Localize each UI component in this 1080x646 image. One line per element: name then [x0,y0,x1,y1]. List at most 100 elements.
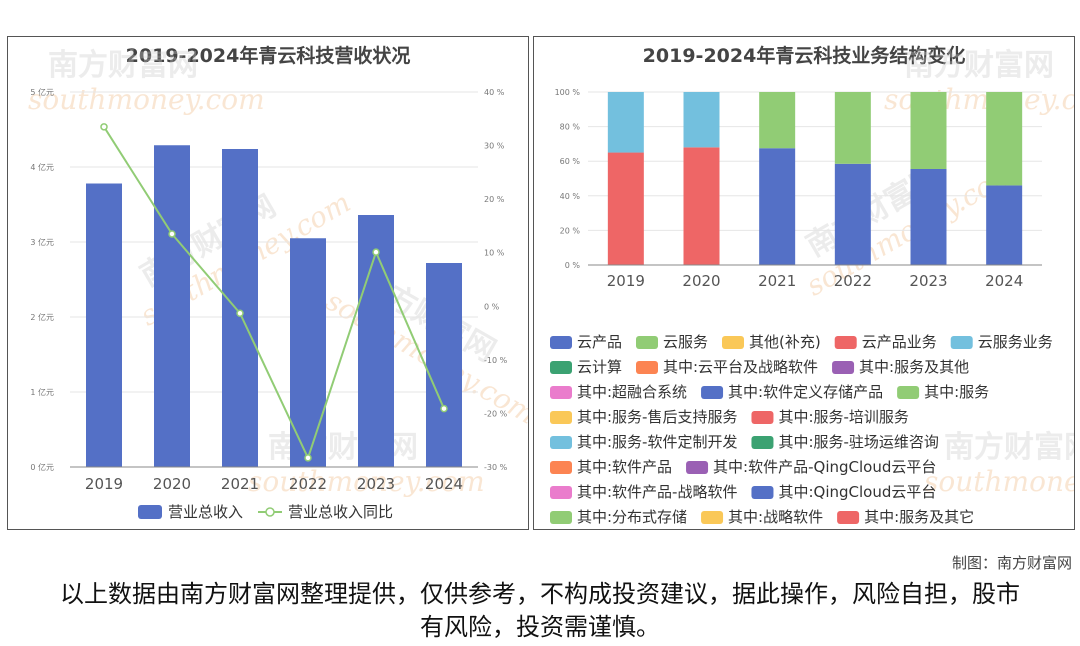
legend-swatch [550,386,572,399]
yoy-point [304,454,312,462]
legend-label: 其中:服务 [924,383,989,401]
legend-label: 其中:服务及其它 [864,508,974,526]
yoy-point [168,230,176,238]
right-axis-tick-label: 10 % [484,249,505,258]
legend-label: 其中:服务-软件定制开发 [577,433,737,451]
credit-text: 制图：南方财富网 [951,554,1072,572]
x-axis-tick-label: 2020 [153,475,191,493]
stacked-bar-segment [910,92,947,169]
left-axis-tick-label: 5 亿元 [30,87,54,97]
stacked-bar-segment [834,92,871,164]
x-axis-tick-label: 2023 [357,475,395,493]
revenue-bar [358,215,394,467]
legend-swatch [751,436,774,449]
legend-label: 营业总收入同比 [288,503,393,521]
x-axis-tick-label: 2019 [85,475,123,493]
legend-swatch [636,336,659,349]
legend-label: 其中:服务-驻场运维咨询 [778,433,938,451]
legend-label: 其中:服务-售后支持服务 [577,408,737,426]
legend-label: 其他(补充) [749,333,821,351]
stacked-bar-segment [759,92,796,149]
right-axis-tick-label: 20 % [484,195,505,204]
stacked-bar-segment [910,168,947,265]
x-axis-tick-label: 2020 [682,272,720,290]
watermark-text: 南方财富网 [904,48,1054,83]
chart-title: 2019-2024年青云科技营收状况 [125,45,411,67]
legend-label: 云产品业务 [862,333,937,351]
y-axis-tick-label: 0 % [565,261,581,270]
legend-label: 其中:服务-培训服务 [778,408,908,426]
watermark-text: 南方财富网 [48,48,198,83]
y-axis-tick-label: 60 % [560,157,581,166]
structure-chart: 南方财富网southmoney.com南方财富网southmoney.com南方… [550,48,1074,526]
right-axis-tick-label: 30 % [484,142,505,151]
legend-label: 其中:分布式存储 [577,508,687,526]
legend-label: 其中:战略软件 [728,508,823,526]
legend-label: 其中:QingCloud云平台 [778,483,936,501]
legend-label: 其中:软件产品 [577,458,672,476]
watermark-text: southmoney.com [248,465,485,498]
stacked-bar-segment [986,92,1023,186]
right-axis-tick-label: -30 % [484,463,508,472]
x-axis-tick-label: 2023 [909,272,947,290]
legend-swatch [550,461,572,474]
stacked-bar-segment [683,92,720,148]
legend-label: 其中:软件产品-战略软件 [577,483,737,501]
chart-title: 2019-2024年青云科技业务结构变化 [642,45,966,67]
legend-swatch [550,336,572,349]
right-axis-tick-label: -10 % [484,356,508,365]
stacked-bar-segment [986,185,1023,265]
legend-swatch [837,511,860,524]
yoy-point [236,309,244,317]
legend-label: 云服务业务 [978,333,1053,351]
legend-label: 其中:软件定义存储产品 [728,383,883,401]
legend-swatch [897,386,920,399]
legend-swatch [686,461,709,474]
legend-swatch [550,486,572,499]
legend-swatch [138,505,162,519]
structure-chart-panel: 2019-2024年青云科技业务结构变化 南方财富网southmoney.com… [533,36,1075,530]
y-axis-tick-label: 20 % [560,226,581,235]
legend-label: 其中:超融合系统 [577,383,687,401]
stacked-bar-segment [683,147,720,265]
x-axis-tick-label: 2021 [758,272,796,290]
left-axis-tick-label: 1 亿元 [30,387,54,397]
yoy-line [103,126,445,461]
legend-label: 云产品 [577,333,622,351]
legend-label: 云服务 [663,333,708,351]
y-axis-tick-label: 80 % [560,123,581,132]
revenue-chart: 南方财富网southmoney.com南方财富网southmoney.com南方… [28,48,528,521]
left-axis-tick-label: 4 亿元 [30,162,54,172]
right-axis-tick-label: -20 % [484,409,508,418]
x-axis-tick-label: 2024 [985,272,1023,290]
stacked-bar-segment [607,92,644,153]
right-axis-tick-label: 0 % [484,302,500,311]
right-axis-tick-label: 40 % [484,88,505,97]
legend-swatch [722,336,745,349]
legend-swatch [832,361,855,374]
x-axis-tick-label: 2024 [425,475,463,493]
left-axis-tick-label: 3 亿元 [30,237,54,247]
legend-swatch [550,436,572,449]
legend-swatch [701,386,724,399]
legend-swatch [834,336,857,349]
stacked-bar-segment [834,163,871,265]
y-axis-tick-label: 40 % [560,192,581,201]
revenue-bar [154,145,190,467]
revenue-bar [290,238,326,467]
legend-swatch [550,511,572,524]
left-axis-tick-label: 0 亿元 [30,462,54,472]
legend-swatch [636,361,659,374]
legend-label: 其中:软件产品-QingCloud云平台 [713,458,936,476]
y-axis-tick-label: 100 % [555,88,581,97]
legend-swatch [751,411,774,424]
x-axis-tick-label: 2022 [289,475,327,493]
legend-swatch [265,507,275,517]
legend-swatch [550,411,572,424]
yoy-point [372,248,380,256]
legend-swatch [550,361,572,374]
legend-label: 其中:云平台及战略软件 [663,358,818,376]
x-axis-tick-label: 2021 [221,475,259,493]
revenue-bar [426,263,462,467]
x-axis-tick-label: 2019 [607,272,645,290]
